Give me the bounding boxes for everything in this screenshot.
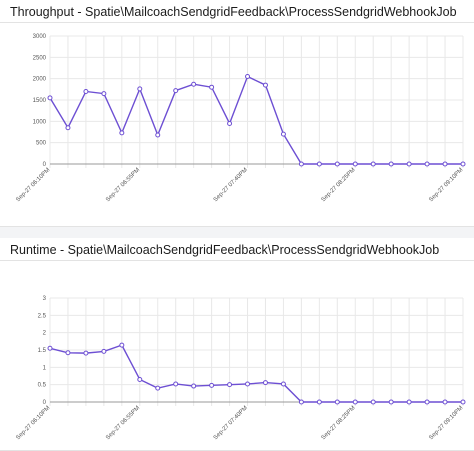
throughput-x-tick-label: Sep-27 06:10PM — [15, 167, 51, 203]
runtime-data-point — [155, 385, 161, 391]
throughput-y-tick-label: 1000 — [33, 119, 47, 125]
runtime-data-point — [101, 348, 107, 354]
throughput-data-point — [137, 86, 143, 92]
throughput-data-point — [460, 161, 466, 167]
runtime-y-tick-label: 1.5 — [38, 348, 47, 354]
throughput-chart-title: Throughput - Spatie\MailcoachSendgridFee… — [10, 5, 457, 19]
throughput-data-point — [65, 125, 71, 131]
throughput-data-point — [83, 88, 89, 94]
runtime-data-point — [65, 350, 71, 356]
runtime-data-point — [280, 381, 286, 387]
throughput-data-point — [424, 161, 430, 167]
runtime-data-point — [388, 399, 394, 405]
throughput-data-point — [370, 161, 376, 167]
throughput-chart-panel — [0, 22, 474, 227]
runtime-chart-panel — [0, 260, 474, 451]
runtime-x-tick-label: Sep-27 06:55PM — [105, 405, 141, 441]
throughput-data-point — [209, 84, 215, 90]
runtime-data-point — [370, 399, 376, 405]
throughput-series-line — [49, 75, 463, 165]
throughput-data-point — [101, 91, 107, 97]
runtime-x-tick-label: Sep-27 09:10PM — [428, 405, 464, 441]
throughput-data-point — [406, 161, 412, 167]
runtime-x-tick-label: Sep-27 06:10PM — [15, 405, 51, 441]
throughput-x-tick-label: Sep-27 09:10PM — [428, 167, 464, 203]
throughput-data-point — [334, 161, 340, 167]
throughput-y-tick-label: 500 — [36, 141, 47, 147]
throughput-x-tick-label: Sep-27 06:55PM — [105, 167, 141, 203]
runtime-data-point — [245, 381, 251, 387]
throughput-data-point — [388, 161, 394, 167]
runtime-y-tick-label: 0.5 — [38, 383, 47, 389]
runtime-series-line — [49, 344, 463, 403]
runtime-data-point — [352, 399, 358, 405]
runtime-data-point — [262, 380, 268, 386]
runtime-chart-title: Runtime - Spatie\MailcoachSendgridFeedba… — [10, 243, 440, 257]
runtime-chart: 0 0.5 1 1.5 2 2.5 3 Sep-27 06:10PM Sep-27 06:55P… — [15, 296, 466, 441]
throughput-data-point — [155, 132, 161, 138]
runtime-data-point — [334, 399, 340, 405]
runtime-data-point — [119, 342, 125, 348]
throughput-y-tick-label: 3000 — [33, 34, 47, 40]
runtime-data-point — [173, 381, 179, 387]
throughput-x-tick-label: Sep-27 07:40PM — [213, 167, 249, 203]
runtime-data-point — [227, 382, 233, 388]
throughput-data-point — [280, 131, 286, 137]
throughput-data-point — [298, 161, 304, 167]
throughput-header: Throughput - Spatie\MailcoachSendgridFee… — [0, 0, 474, 22]
throughput-chart: 0 500 1000 1500 2000 2500 3000 Sep-27 06:10PM Se… — [15, 34, 466, 203]
runtime-data-point — [406, 399, 412, 405]
throughput-data-point — [262, 82, 268, 88]
runtime-data-point — [137, 376, 143, 382]
runtime-x-tick-label: Sep-27 08:25PM — [321, 405, 357, 441]
throughput-data-point — [316, 161, 322, 167]
runtime-data-point — [316, 399, 322, 405]
throughput-data-point — [191, 81, 197, 87]
runtime-y-tick-label: 1 — [43, 365, 47, 371]
runtime-y-tick-label: 2 — [43, 331, 47, 337]
runtime-data-point — [460, 399, 466, 405]
runtime-y-tick-label: 2.5 — [38, 313, 47, 319]
runtime-data-point — [424, 399, 430, 405]
runtime-data-point — [442, 399, 448, 405]
throughput-y-tick-label: 0 — [43, 162, 47, 168]
runtime-y-tick-label: 3 — [43, 296, 47, 302]
throughput-data-point — [47, 95, 53, 101]
throughput-data-point — [442, 161, 448, 167]
throughput-data-point — [227, 120, 233, 126]
throughput-x-tick-label: Sep-27 08:25PM — [321, 167, 357, 203]
throughput-y-tick-label: 1500 — [33, 98, 47, 104]
throughput-data-point — [245, 74, 251, 80]
throughput-data-point — [352, 161, 358, 167]
throughput-y-tick-label: 2000 — [33, 77, 47, 83]
runtime-y-tick-label: 0 — [43, 400, 47, 406]
runtime-x-tick-label: Sep-27 07:40PM — [213, 405, 249, 441]
runtime-data-point — [298, 399, 304, 405]
runtime-header: Runtime - Spatie\MailcoachSendgridFeedba… — [0, 238, 474, 260]
runtime-data-point — [191, 383, 197, 389]
throughput-data-point — [173, 88, 179, 94]
runtime-data-point — [47, 345, 53, 351]
runtime-data-point — [83, 350, 89, 356]
runtime-data-point — [209, 382, 215, 388]
throughput-data-point — [119, 130, 125, 136]
throughput-y-tick-label: 2500 — [33, 55, 47, 61]
